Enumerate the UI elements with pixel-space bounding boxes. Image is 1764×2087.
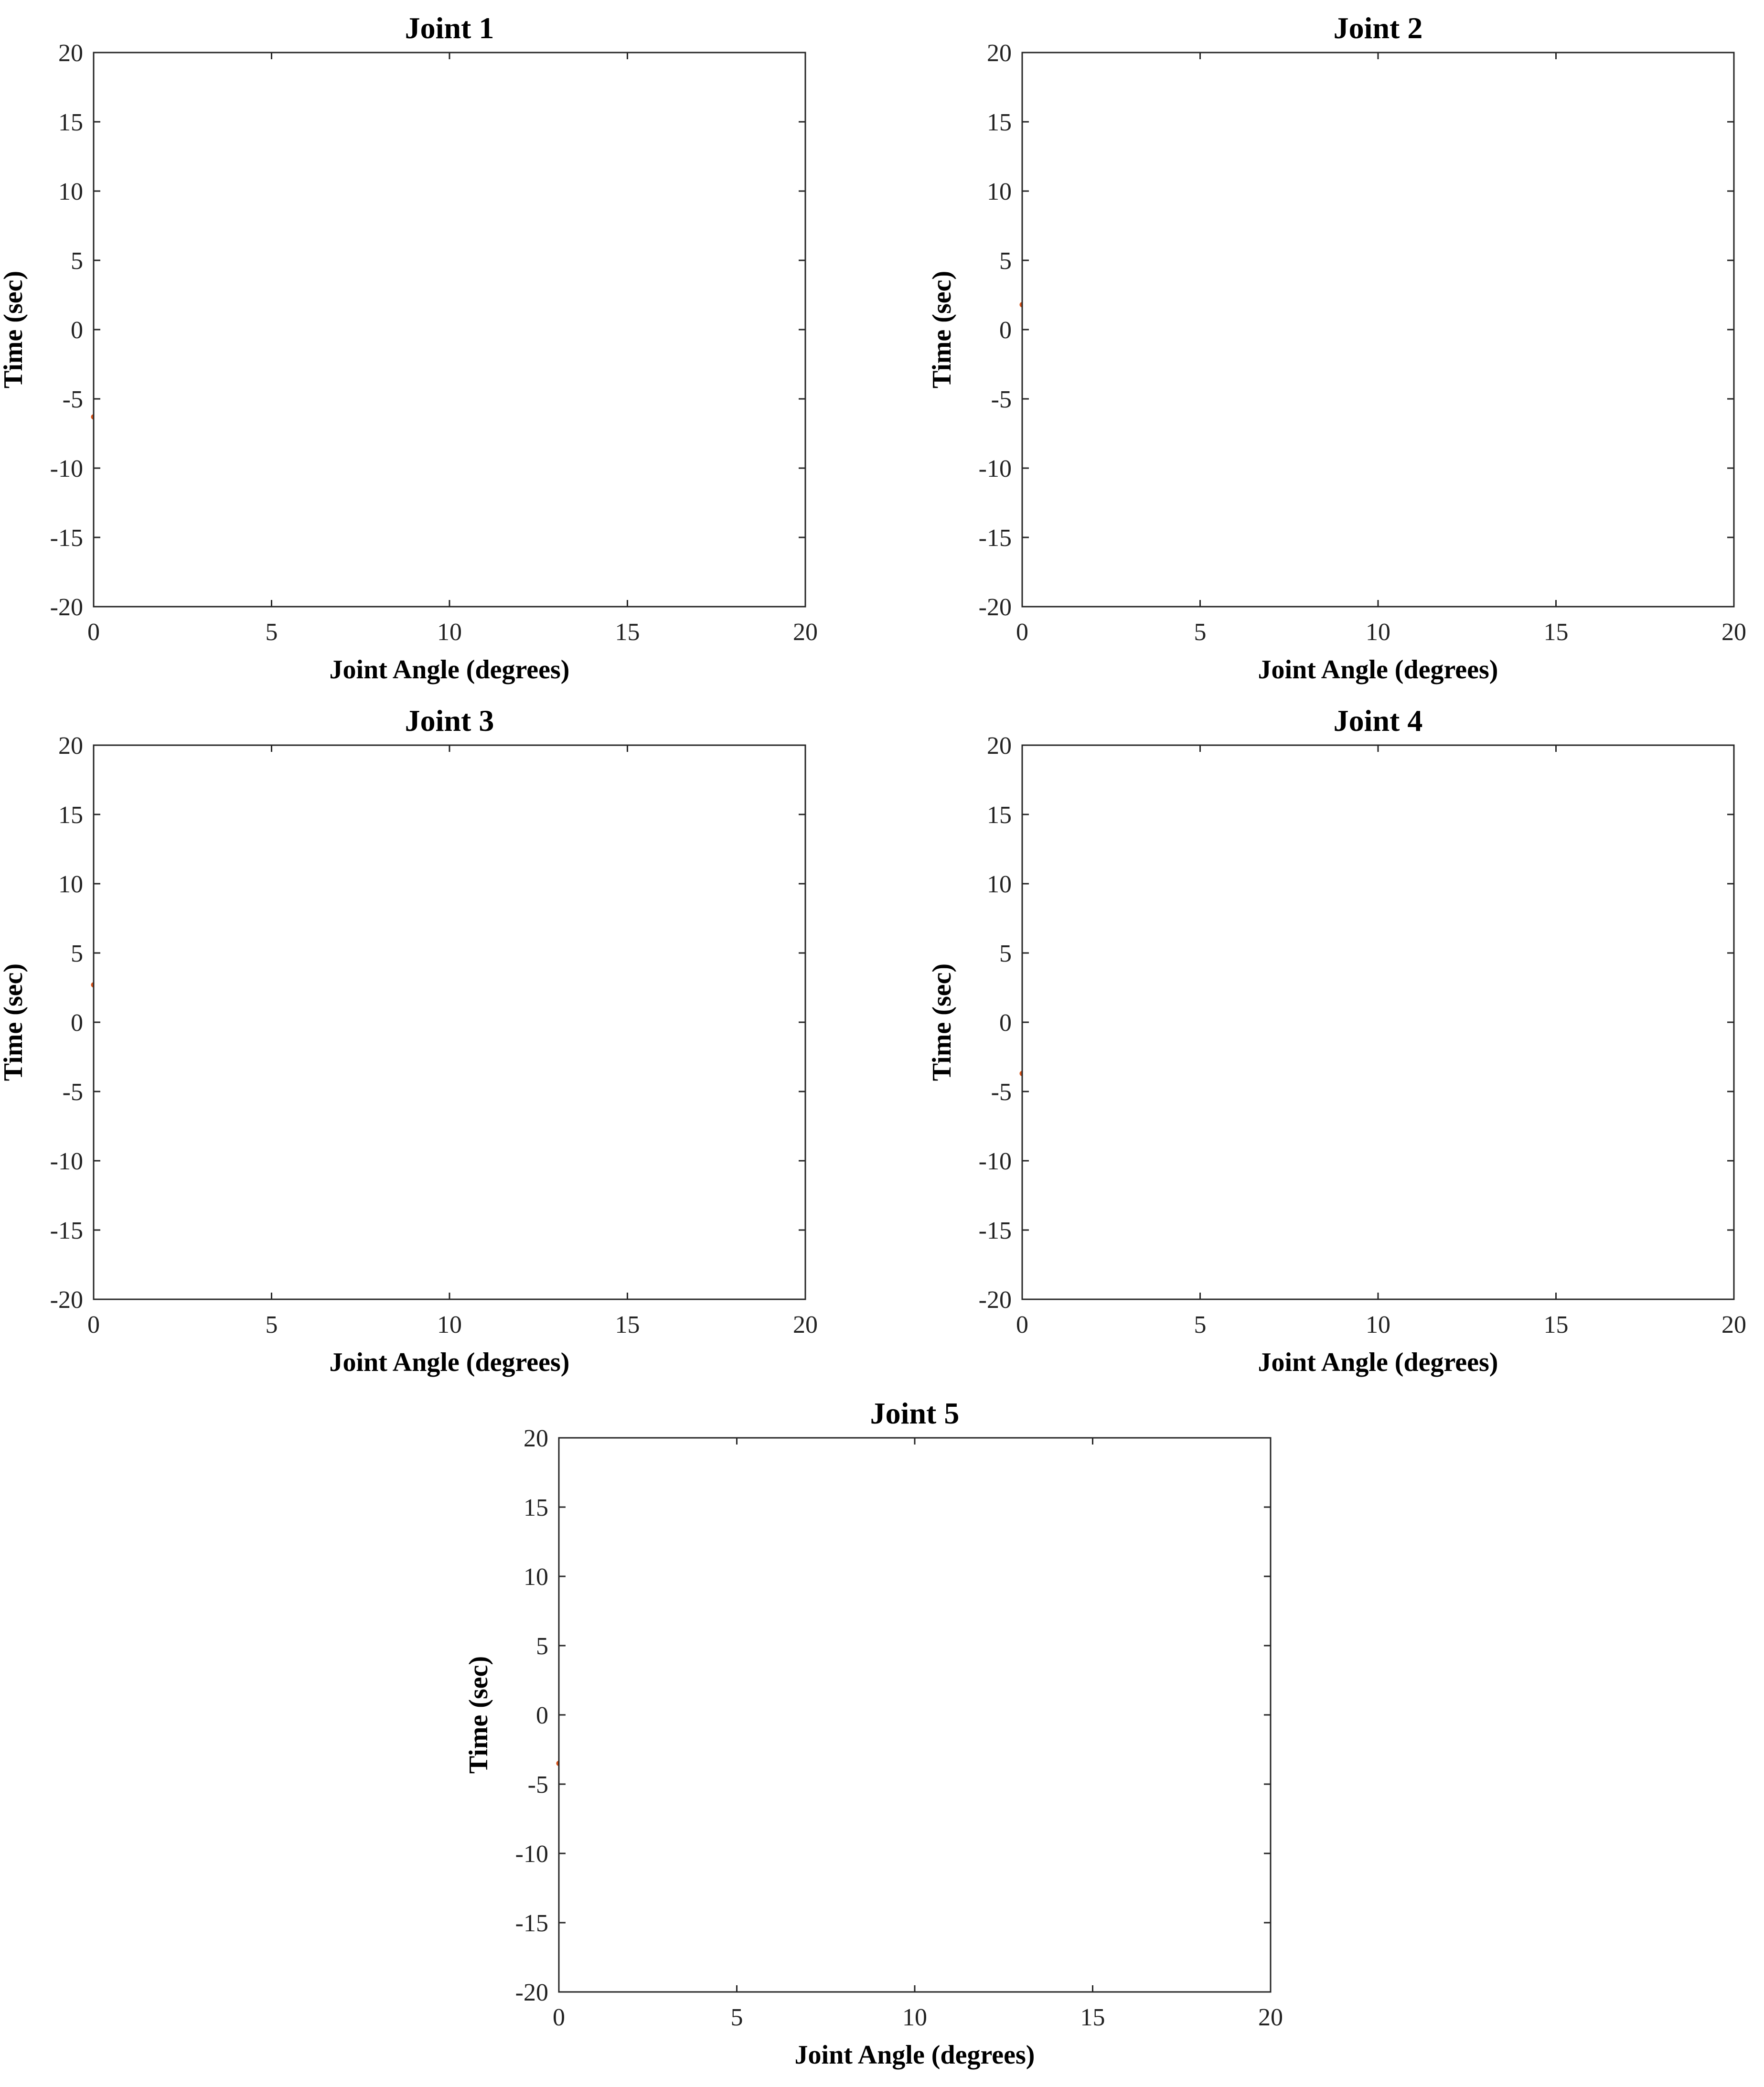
subplot-joint-5: 0 5 10 15 20 -20 -15 -10 -5 0 5 10 15 20 Joint 5 Joint … <box>464 1396 1283 2070</box>
x-tick-label-2-3: 15 <box>1544 619 1569 646</box>
y-axis-label-1: Time (sec) <box>0 271 28 388</box>
x-tick-label-5-4: 20 <box>1258 2004 1283 2031</box>
y-tick-label-5-4: 0 <box>536 1702 548 1729</box>
y-tick-label-3-7: 15 <box>58 802 83 829</box>
y-tick-label-4-5: 5 <box>999 940 1012 967</box>
x-tick-label-5-2: 10 <box>902 2004 927 2031</box>
y-tick-label-4-0: -20 <box>979 1286 1012 1314</box>
x-tick-label-3-4: 20 <box>793 1311 818 1338</box>
x-axis-label-5: Joint Angle (degrees) <box>795 2040 1035 2070</box>
y-tick-label-1-8: 20 <box>58 40 83 67</box>
y-tick-label-5-7: 15 <box>524 1494 548 1521</box>
x-tick-label-3-3: 15 <box>615 1311 640 1338</box>
y-tick-label-5-8: 20 <box>524 1425 548 1452</box>
y-tick-label-1-0: -20 <box>50 594 83 621</box>
x-axis-label-1: Joint Angle (degrees) <box>330 655 570 685</box>
x-tick-label-2-2: 10 <box>1366 619 1390 646</box>
y-tick-label-4-6: 10 <box>987 871 1012 898</box>
y-tick-label-3-2: -10 <box>50 1148 83 1175</box>
y-tick-label-1-5: 5 <box>71 247 83 275</box>
y-tick-label-1-6: 10 <box>58 178 83 205</box>
x-tick-label-1-3: 15 <box>615 619 640 646</box>
subplot-joint-1: 0 5 10 15 20 -20 -15 -10 -5 0 5 10 15 20 Joint 1 Joint … <box>0 11 818 685</box>
y-tick-label-2-1: -15 <box>979 524 1012 552</box>
x-axis-label-3: Joint Angle (degrees) <box>330 1348 570 1377</box>
x-tick-label-3-1: 5 <box>266 1311 278 1338</box>
x-tick-label-4-3: 15 <box>1544 1311 1569 1338</box>
y-axis-label-5: Time (sec) <box>464 1656 493 1774</box>
chart-title-5: Joint 5 <box>870 1396 960 1430</box>
subplot-joint-3: 0 5 10 15 20 -20 -15 -10 -5 0 5 10 15 20 Joint 3 Joint … <box>0 704 818 1377</box>
x-tick-label-4-0: 0 <box>1016 1311 1028 1338</box>
x-tick-label-2-4: 20 <box>1721 619 1746 646</box>
subplot-joint-2: 0 5 10 15 20 -20 -15 -10 -5 0 5 10 15 20 Joint 2 Joint … <box>927 11 1746 685</box>
x-tick-label-4-4: 20 <box>1721 1311 1746 1338</box>
y-tick-label-3-0: -20 <box>50 1286 83 1314</box>
chart-title-4: Joint 4 <box>1334 704 1423 738</box>
axes-frame-2 <box>1021 52 1735 608</box>
x-axis-label-2: Joint Angle (degrees) <box>1258 655 1498 685</box>
y-tick-label-2-4: 0 <box>999 317 1012 344</box>
y-tick-label-2-0: -20 <box>979 594 1012 621</box>
y-axis-label-3: Time (sec) <box>0 963 28 1081</box>
y-tick-label-5-0: -20 <box>515 1979 548 2006</box>
y-tick-label-2-8: 20 <box>987 40 1012 67</box>
y-tick-label-3-3: -5 <box>63 1079 83 1106</box>
y-tick-label-2-7: 15 <box>987 109 1012 136</box>
axes-frame-5 <box>558 1437 1272 1993</box>
y-tick-label-2-5: 5 <box>999 247 1012 275</box>
y-tick-label-4-4: 0 <box>999 1009 1012 1037</box>
y-tick-label-4-2: -10 <box>979 1148 1012 1175</box>
axes-frame-4 <box>1021 744 1735 1300</box>
y-tick-label-2-6: 10 <box>987 178 1012 205</box>
x-tick-label-5-0: 0 <box>553 2004 565 2031</box>
x-tick-label-5-1: 5 <box>731 2004 743 2031</box>
y-tick-label-1-3: -5 <box>63 386 83 413</box>
chart-title-3: Joint 3 <box>405 704 494 738</box>
y-tick-label-2-2: -10 <box>979 455 1012 482</box>
x-tick-label-1-1: 5 <box>266 619 278 646</box>
y-axis-label-2: Time (sec) <box>927 271 957 388</box>
chart-title-1: Joint 1 <box>405 11 494 45</box>
y-tick-label-3-6: 10 <box>58 871 83 898</box>
y-tick-label-1-2: -10 <box>50 455 83 482</box>
chart-title-2: Joint 2 <box>1334 11 1423 45</box>
x-tick-label-2-0: 0 <box>1016 619 1028 646</box>
x-tick-label-1-4: 20 <box>793 619 818 646</box>
y-tick-label-4-7: 15 <box>987 802 1012 829</box>
y-tick-label-2-3: -5 <box>991 386 1012 413</box>
x-tick-label-5-3: 15 <box>1080 2004 1105 2031</box>
y-tick-label-5-5: 5 <box>536 1633 548 1660</box>
axes-frame-3 <box>93 744 806 1300</box>
x-tick-label-1-0: 0 <box>87 619 100 646</box>
y-tick-label-4-8: 20 <box>987 732 1012 760</box>
y-tick-label-3-8: 20 <box>58 732 83 760</box>
y-tick-label-1-1: -15 <box>50 524 83 552</box>
x-tick-label-2-1: 5 <box>1194 619 1207 646</box>
y-tick-label-3-1: -15 <box>50 1217 83 1244</box>
y-tick-label-5-6: 10 <box>524 1563 548 1591</box>
x-tick-label-4-2: 10 <box>1366 1311 1390 1338</box>
x-tick-label-4-1: 5 <box>1194 1311 1207 1338</box>
y-tick-label-5-3: -5 <box>528 1771 548 1798</box>
x-axis-label-4: Joint Angle (degrees) <box>1258 1348 1498 1377</box>
y-tick-label-5-1: -15 <box>515 1910 548 1937</box>
x-tick-label-3-0: 0 <box>87 1311 100 1338</box>
x-tick-label-3-2: 10 <box>437 1311 462 1338</box>
subplot-joint-4: 0 5 10 15 20 -20 -15 -10 -5 0 5 10 15 20 Joint 4 Joint … <box>927 704 1746 1377</box>
y-axis-label-4: Time (sec) <box>927 963 957 1081</box>
x-tick-label-1-2: 10 <box>437 619 462 646</box>
axes-frame-1 <box>93 52 806 608</box>
y-tick-label-4-3: -5 <box>991 1079 1012 1106</box>
y-tick-label-4-1: -15 <box>979 1217 1012 1244</box>
y-tick-label-1-4: 0 <box>71 317 83 344</box>
y-tick-label-1-7: 15 <box>58 109 83 136</box>
y-tick-label-3-4: 0 <box>71 1009 83 1037</box>
y-tick-label-5-2: -10 <box>515 1841 548 1868</box>
y-tick-label-3-5: 5 <box>71 940 83 967</box>
